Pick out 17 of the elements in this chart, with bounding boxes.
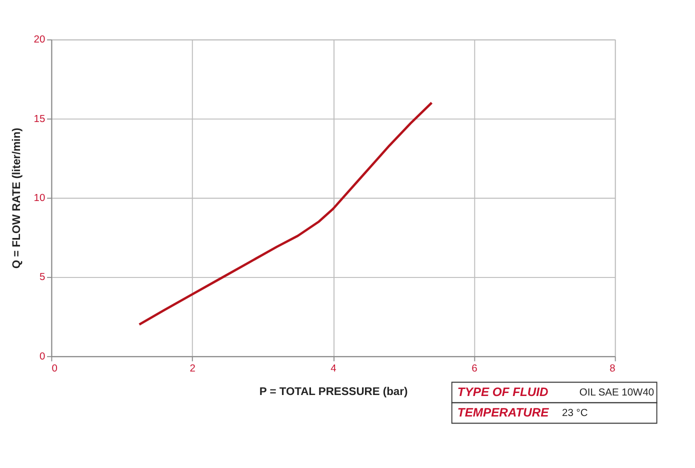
- x-tick-label: 0: [52, 364, 58, 375]
- text: OIL SAE 10W40: [579, 387, 654, 398]
- x-tick-label: 2: [190, 364, 196, 375]
- x-tick-label: 4: [330, 364, 337, 375]
- y-tick-label: 20: [34, 34, 46, 46]
- y-tick-label: 0: [39, 351, 46, 362]
- text: TEMPERATURE: [457, 406, 550, 420]
- text: 23 °C: [562, 408, 588, 419]
- x-axis-title: P = TOTAL PRESSURE (bar): [259, 386, 408, 398]
- x-tick-label: 6: [472, 364, 478, 375]
- line-series: [138, 102, 433, 326]
- text: TYPE OF FLUID: [457, 385, 549, 400]
- y-tick-label: 10: [34, 193, 46, 204]
- y-tick-label: 15: [34, 114, 46, 125]
- x-tick-label: 8: [610, 364, 616, 375]
- y-tick-label: 5: [39, 272, 46, 284]
- y-axis-title: Q = FLOW RATE (liter/min): [10, 128, 23, 269]
